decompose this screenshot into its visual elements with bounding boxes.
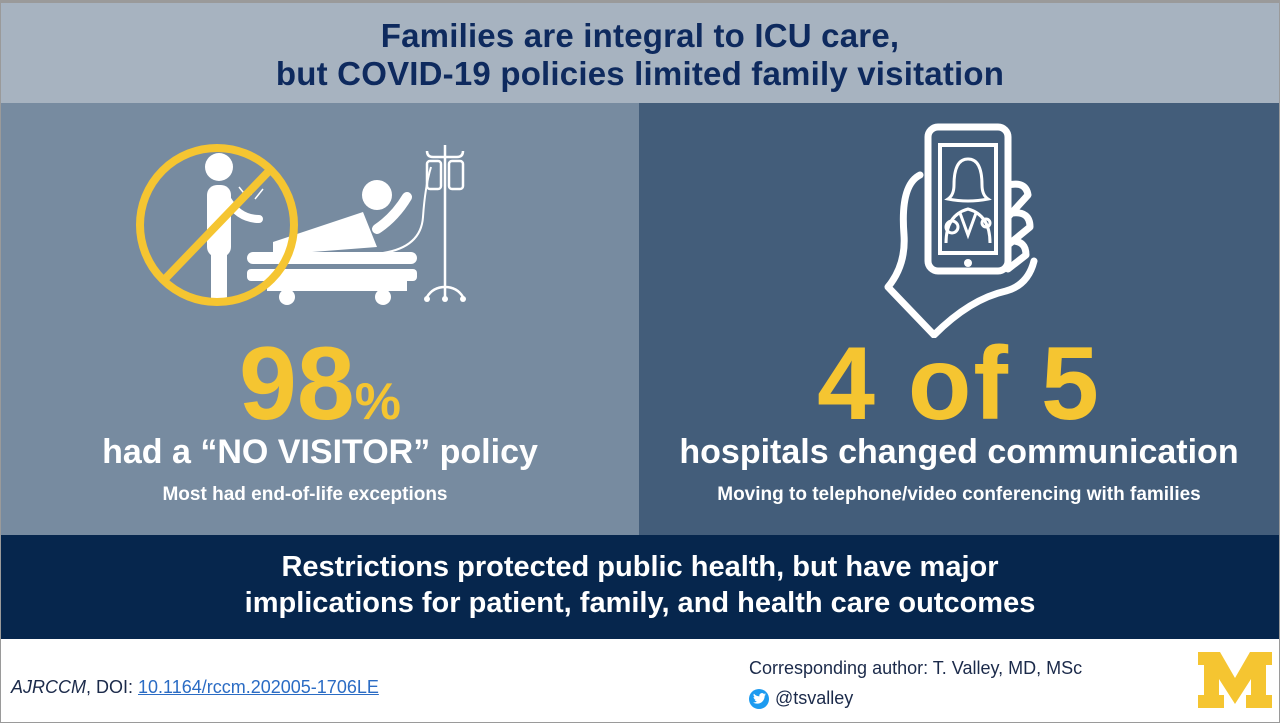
conclusion-banner: Restrictions protected public health, bu…: [1, 535, 1279, 639]
stat-value-98-percent: 98%: [1, 329, 639, 457]
block-m-logo-icon: [1198, 652, 1272, 708]
stat-sub-label: Moving to telephone/video conferencing w…: [717, 484, 1201, 505]
video-call-phone-icon: [884, 123, 1038, 338]
page-title: Families are integral to ICU care, but C…: [1, 17, 1279, 93]
twitter-bird-icon: [749, 688, 769, 709]
header: Families are integral to ICU care, but C…: [1, 3, 1279, 103]
journal-name: AJRCCM: [11, 677, 86, 697]
conclusion-line-2: implications for patient, family, and he…: [244, 587, 1036, 619]
conclusion-text: Restrictions protected public health, bu…: [1, 549, 1279, 621]
right-panel: 4 of 5 hospitals changed communication M…: [639, 103, 1279, 535]
citation: AJRCCM, DOI: 10.1164/rccm.202005-1706LE: [11, 677, 379, 698]
stat-sub-label: Most had end-of-life exceptions: [162, 484, 448, 505]
stat-label: hospitals changed communication: [679, 433, 1239, 471]
corresponding-author: Corresponding author: T. Valley, MD, MSc: [749, 658, 1083, 678]
stat-number: 98: [239, 326, 355, 442]
title-line-1: Families are integral to ICU care,: [380, 17, 900, 54]
no-visitor-icon: [136, 144, 466, 306]
title-line-2: but COVID-19 policies limited family vis…: [275, 55, 1005, 92]
twitter-handle-row[interactable]: @tsvalley: [749, 688, 853, 709]
stat-unit: %: [354, 373, 401, 431]
stat-value-4-of-5: 4 of 5: [817, 326, 1101, 442]
conclusion-line-1: Restrictions protected public health, bu…: [281, 551, 999, 583]
left-panel: 98% had a “NO VISITOR” policy Most had e…: [1, 103, 639, 535]
twitter-handle: @tsvalley: [775, 688, 854, 708]
stat-label: had a “NO VISITOR” policy: [102, 433, 538, 471]
footer: AJRCCM, DOI: 10.1164/rccm.202005-1706LE …: [1, 639, 1279, 721]
doi-link[interactable]: 10.1164/rccm.202005-1706LE: [138, 677, 379, 697]
doi-prefix: , DOI:: [86, 677, 139, 697]
